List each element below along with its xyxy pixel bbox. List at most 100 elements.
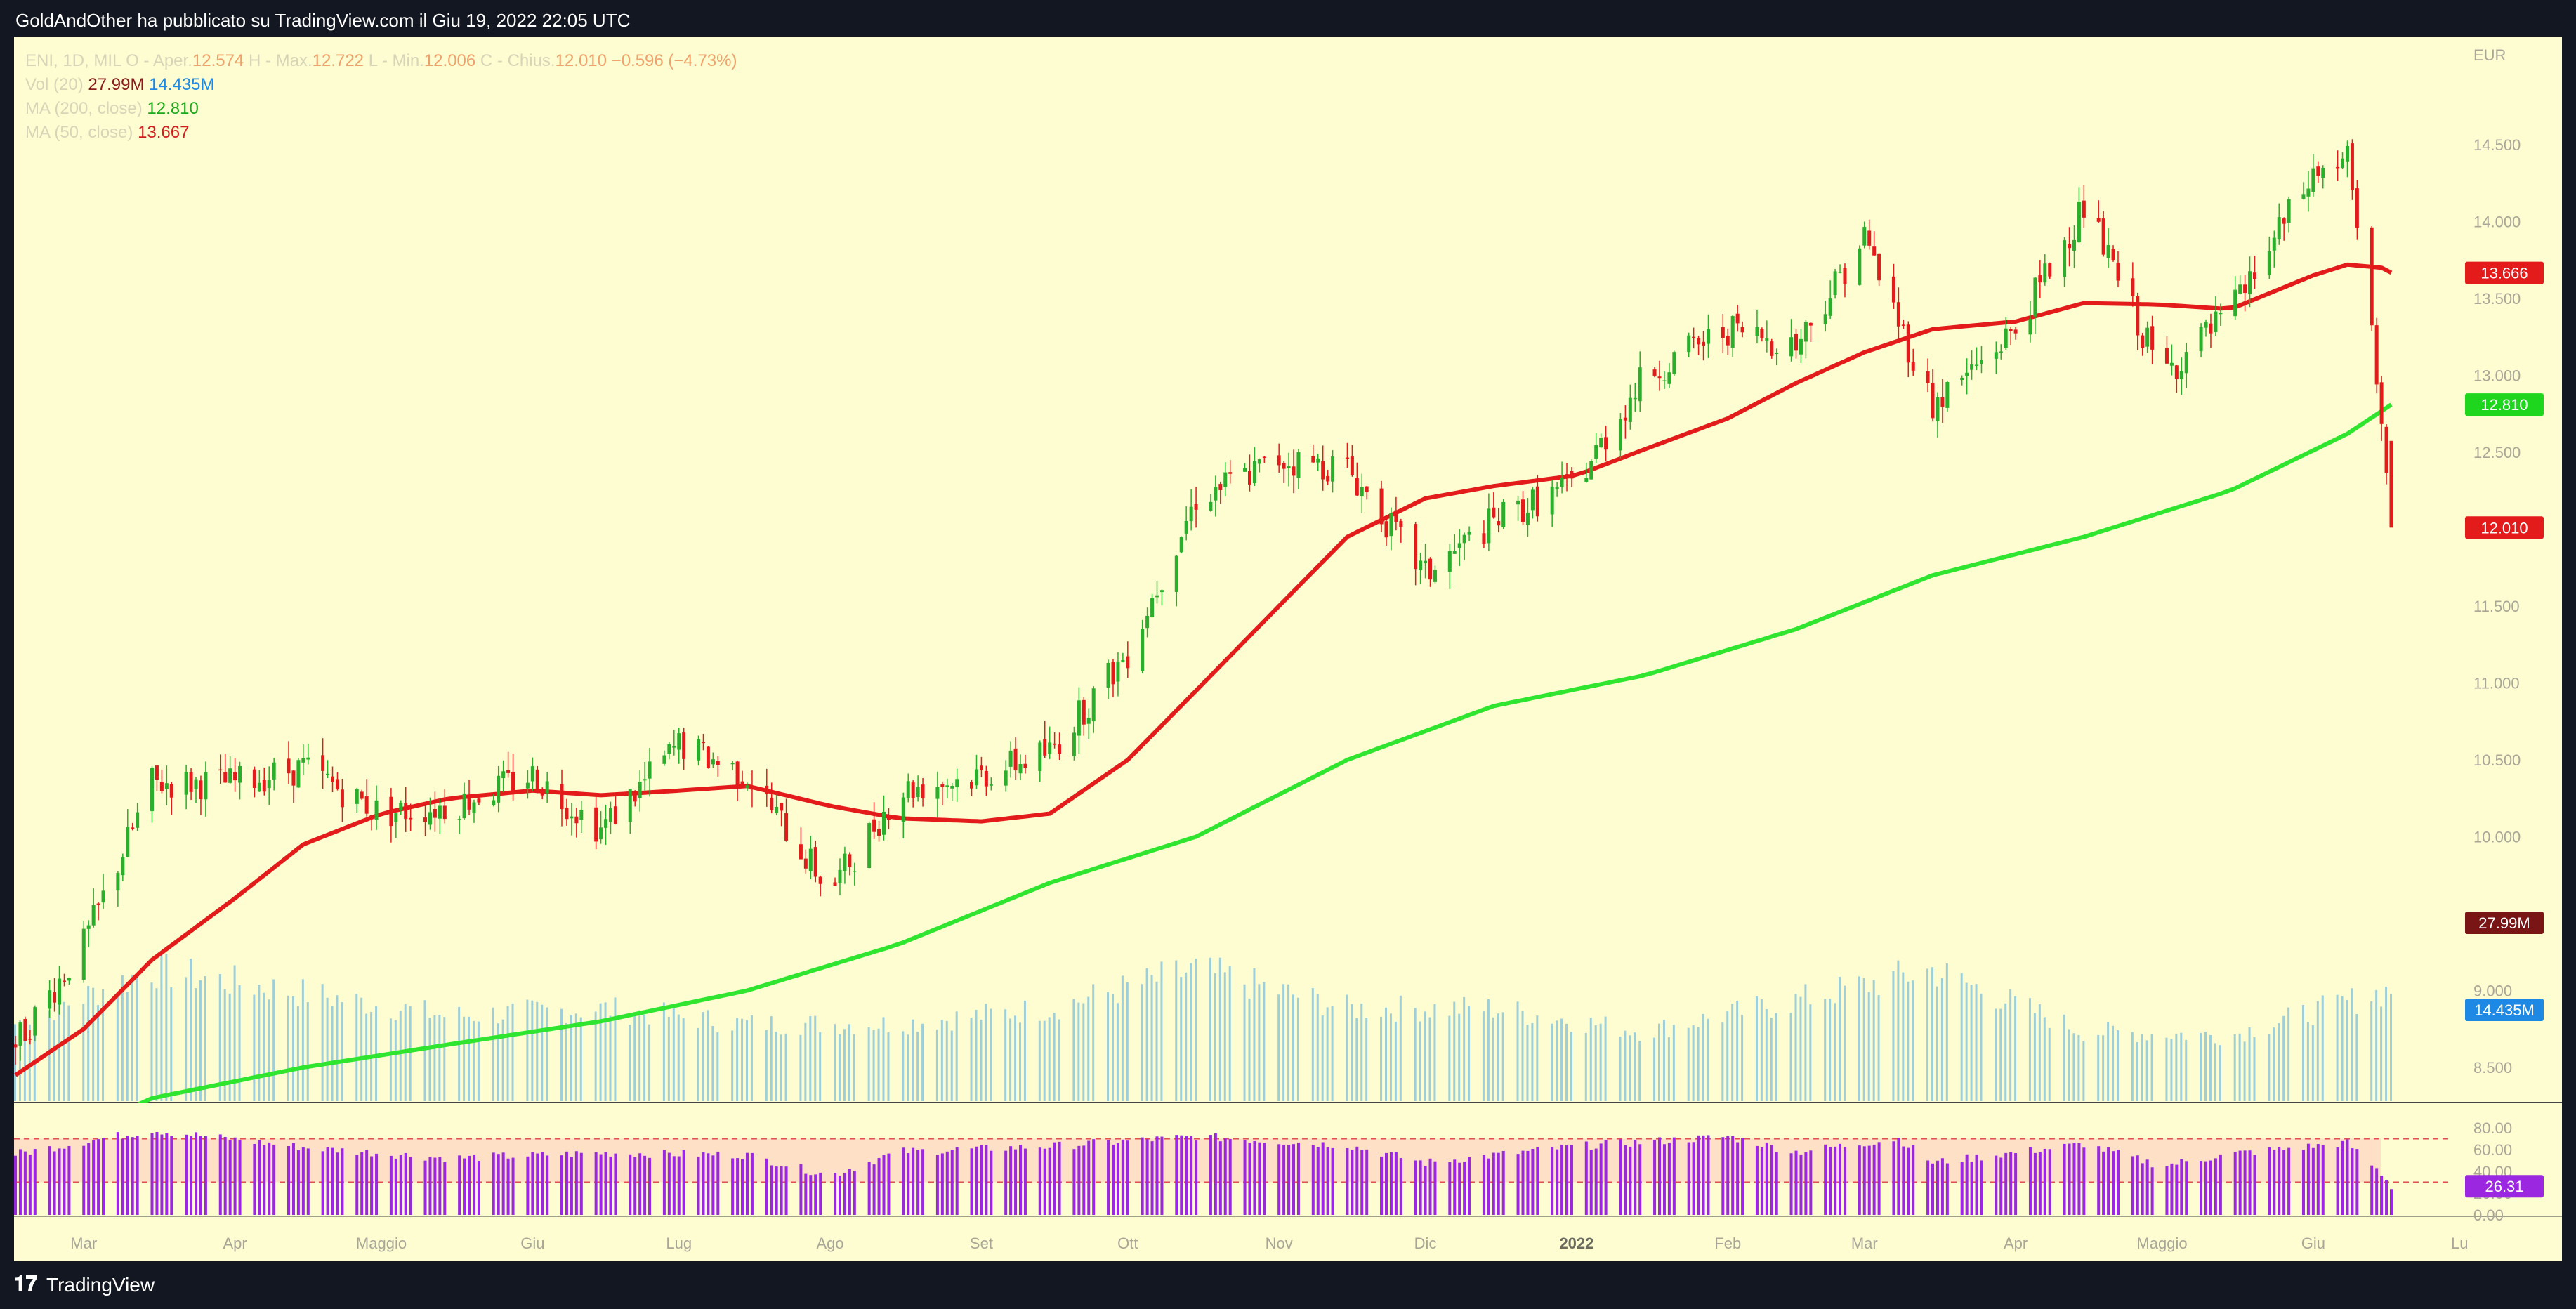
candle-body bbox=[1638, 367, 1642, 402]
volume-bar bbox=[2282, 1015, 2285, 1101]
candle-body bbox=[648, 761, 652, 779]
footer-bar: 𝟏𝟕 TradingView bbox=[0, 1261, 2576, 1309]
volume-bar bbox=[1697, 1027, 1700, 1101]
volume-bar bbox=[834, 1024, 836, 1101]
candle-body bbox=[1228, 472, 1233, 474]
candle-body bbox=[1657, 376, 1662, 379]
volume-bar bbox=[1584, 1032, 1587, 1101]
candle-body bbox=[2145, 327, 2150, 347]
rsi-bar bbox=[985, 1145, 988, 1215]
volume-bar bbox=[1551, 1023, 1553, 1101]
volume-bar bbox=[1111, 994, 1114, 1101]
rsi-bar bbox=[360, 1152, 364, 1215]
volume-bar bbox=[1394, 1021, 1397, 1101]
candle-body bbox=[1214, 487, 1218, 501]
rsi-bar bbox=[28, 1154, 32, 1215]
rsi-bar bbox=[1218, 1141, 1222, 1215]
candle-body bbox=[2233, 289, 2237, 317]
volume-bar bbox=[536, 1001, 539, 1101]
candle-body bbox=[1141, 629, 1145, 671]
rsi-bar bbox=[2209, 1160, 2212, 1215]
volume-bar bbox=[1912, 980, 1914, 1101]
rsi-bar bbox=[497, 1154, 500, 1215]
volume-bar bbox=[1867, 992, 1870, 1101]
candle-body bbox=[579, 809, 584, 820]
candle-body bbox=[121, 857, 125, 876]
volume-bar bbox=[1662, 1020, 1665, 1101]
candle-body bbox=[1765, 338, 1769, 341]
candle-body bbox=[940, 784, 945, 787]
candle-body bbox=[2252, 272, 2256, 279]
candle-body bbox=[1091, 688, 1096, 722]
candle-body bbox=[1721, 327, 1725, 338]
candle-body bbox=[901, 797, 905, 822]
rsi-bar bbox=[2278, 1147, 2281, 1215]
volume-bar bbox=[2204, 1032, 2207, 1101]
candle-body bbox=[1194, 504, 1198, 510]
volume-bar bbox=[336, 995, 339, 1101]
rsi-bar bbox=[1794, 1150, 1798, 1215]
rsi-bar bbox=[2253, 1155, 2256, 1215]
rsi-bar bbox=[438, 1157, 442, 1215]
time-tick-label: Giu bbox=[520, 1235, 544, 1252]
ma200-line bbox=[137, 402, 2393, 1103]
volume-bar bbox=[2321, 995, 2324, 1101]
rsi-bar bbox=[765, 1158, 768, 1215]
volume-bar bbox=[1707, 1018, 1709, 1101]
volume-bar bbox=[1453, 1001, 1456, 1101]
volume-bar bbox=[1858, 976, 1860, 1101]
rsi-bar bbox=[750, 1152, 754, 1215]
rsi-bar bbox=[2170, 1163, 2174, 1215]
rsi-bar bbox=[14, 1155, 17, 1215]
rsi-bar bbox=[2341, 1140, 2344, 1215]
volume-bar bbox=[1384, 1007, 1387, 1101]
candle-body bbox=[472, 802, 476, 814]
rsi-bar bbox=[940, 1153, 944, 1215]
candle-body bbox=[1877, 253, 1881, 281]
candle-body bbox=[1652, 369, 1657, 376]
candle-body bbox=[2272, 237, 2276, 251]
candle-body bbox=[1550, 487, 1554, 515]
rsi-bar bbox=[433, 1157, 437, 1215]
volume-bar bbox=[731, 1030, 734, 1101]
rsi-bar bbox=[18, 1149, 22, 1215]
rsi-bar bbox=[272, 1144, 276, 1215]
candle-body bbox=[238, 765, 242, 783]
candle-body bbox=[2311, 168, 2315, 192]
volume-bar bbox=[1414, 1008, 1417, 1101]
rsi-bar bbox=[2068, 1143, 2071, 1215]
volume-bar bbox=[1892, 971, 1895, 1101]
volume-bar bbox=[775, 1031, 777, 1101]
candle-body bbox=[916, 787, 920, 798]
rsi-bar bbox=[921, 1149, 925, 1215]
close-label: C - Chius. bbox=[480, 51, 556, 70]
rsi-bar bbox=[1082, 1145, 1086, 1215]
volume-bar bbox=[609, 1015, 612, 1101]
volume-bar bbox=[1355, 1018, 1358, 1101]
rsi-tick-label: 0.00 bbox=[2473, 1206, 2504, 1224]
volume-bar bbox=[1501, 1012, 1504, 1101]
tradingview-brand[interactable]: TradingView bbox=[46, 1274, 155, 1296]
volume-bar bbox=[272, 979, 275, 1101]
candle-body bbox=[1945, 382, 1950, 408]
rsi-bar bbox=[394, 1158, 397, 1215]
rsi-bar bbox=[1926, 1160, 1930, 1215]
volume-bar bbox=[1589, 1018, 1592, 1101]
rsi-bar bbox=[1468, 1157, 1471, 1215]
candle-body bbox=[1799, 338, 1803, 355]
price-tick-label: 10.000 bbox=[2473, 829, 2521, 846]
time-tick-label: Ago bbox=[817, 1235, 844, 1252]
volume-bar bbox=[985, 1004, 987, 1101]
tradingview-logo-icon[interactable]: 𝟏𝟕 bbox=[14, 1272, 38, 1296]
candle-body bbox=[1999, 351, 2003, 353]
rsi-bar bbox=[526, 1156, 530, 1215]
price-badge bbox=[2465, 261, 2544, 284]
rsi-bar bbox=[1594, 1148, 1598, 1215]
candle-body bbox=[2219, 313, 2223, 315]
candle-body bbox=[1975, 364, 1979, 366]
candle-body bbox=[984, 770, 988, 787]
rsi-bar bbox=[2165, 1166, 2169, 1215]
volume-bar bbox=[990, 1008, 992, 1101]
rsi-bar bbox=[1862, 1146, 1866, 1215]
